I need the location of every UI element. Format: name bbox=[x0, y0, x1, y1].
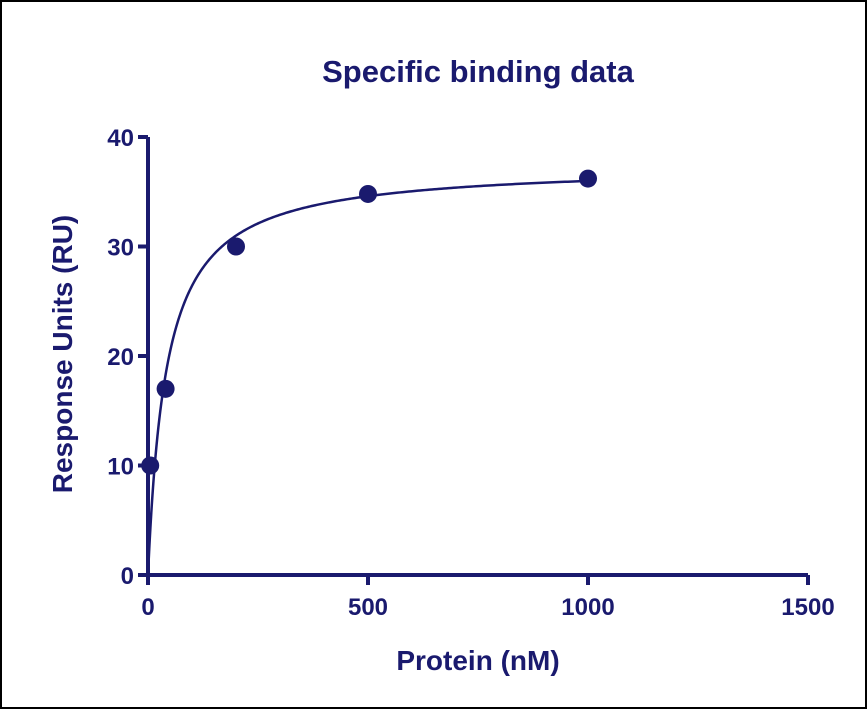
data-point bbox=[579, 169, 597, 188]
x-tick-label: 500 bbox=[348, 594, 388, 621]
x-axis-label: Protein (nM) bbox=[396, 645, 559, 676]
y-tick-label: 10 bbox=[107, 454, 134, 481]
x-tick-label: 1500 bbox=[781, 594, 834, 621]
x-tick-label: 0 bbox=[141, 594, 154, 621]
fit-curve bbox=[146, 179, 589, 575]
y-tick-label: 0 bbox=[121, 563, 134, 590]
y-tick-label: 20 bbox=[107, 344, 134, 371]
y-tick-label: 30 bbox=[107, 235, 134, 262]
data-point bbox=[156, 379, 175, 398]
x-axis-ticks: 0 500 1000 1500 bbox=[141, 575, 835, 621]
data-point bbox=[141, 456, 160, 475]
data-point bbox=[359, 184, 377, 203]
y-tick-label: 40 bbox=[107, 125, 134, 152]
x-tick-label: 1000 bbox=[561, 594, 614, 621]
data-points bbox=[141, 169, 597, 475]
chart-title: Specific binding data bbox=[322, 54, 635, 89]
y-axis-label: Response Units (RU) bbox=[47, 215, 78, 493]
data-point bbox=[227, 237, 245, 256]
y-axis-ticks: 0 10 20 30 40 bbox=[107, 125, 148, 590]
